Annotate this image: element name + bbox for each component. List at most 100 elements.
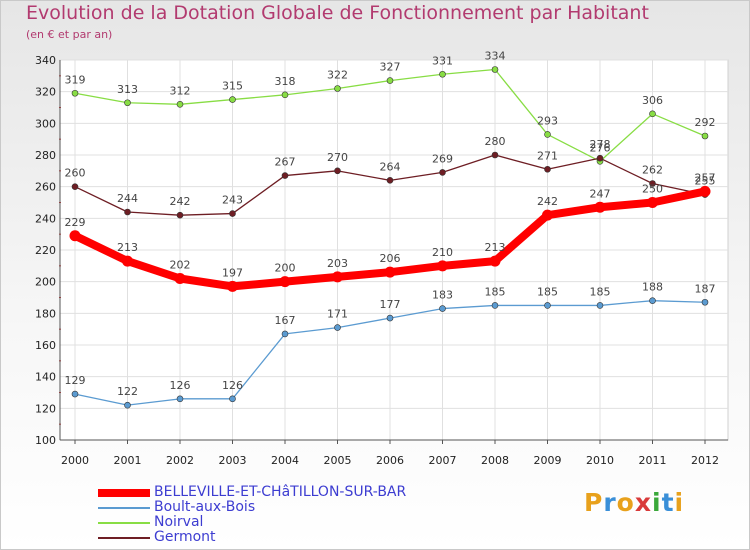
data-label: 255 [695,175,716,188]
legend-label: BELLEVILLE-ET-CHâTILLON-SUR-BAR [154,484,407,500]
logo-letter: r [603,488,617,517]
data-point [122,255,133,267]
data-label: 243 [222,194,243,207]
proxiti-logo: Proxiti [584,488,684,517]
y-tick-label: 200 [35,276,56,289]
data-point [699,185,711,197]
data-point [229,210,236,217]
data-point [596,302,604,309]
x-tick-label: 2000 [61,454,89,467]
data-point [227,280,238,292]
data-label: 244 [117,192,138,205]
data-point [439,169,446,176]
data-label: 185 [485,285,506,298]
data-point [176,395,184,403]
x-tick-label: 2012 [691,454,719,467]
x-tick-label: 2011 [639,454,667,467]
data-label: 197 [222,266,243,279]
data-label: 276 [590,141,611,154]
data-point [334,85,341,92]
data-point [491,66,499,73]
chart-title: Evolution de la Dotation Globale de Fonc… [26,2,649,24]
data-label: 167 [275,314,296,327]
y-tick-label: 100 [35,434,56,447]
y-tick-label: 140 [35,371,56,384]
data-point [332,271,343,283]
legend-swatch [98,537,150,539]
data-point [71,183,79,190]
data-point [649,110,656,118]
data-label: 129 [65,374,86,387]
data-point [649,297,656,304]
data-point [279,276,291,288]
data-point [439,305,446,312]
x-tick-label: 2008 [481,454,509,467]
data-label: 126 [222,379,243,392]
data-label: 177 [380,298,401,311]
data-point [701,298,709,306]
data-label: 313 [117,83,138,96]
data-point [229,96,236,103]
data-point [281,330,289,338]
y-tick-label: 240 [35,212,56,225]
data-point [334,324,341,331]
data-point [124,99,131,107]
data-point [649,180,656,187]
data-point [174,273,186,284]
logo-letter: t [661,488,675,517]
data-label: 185 [537,285,558,298]
data-point [71,89,79,97]
data-point [386,177,394,184]
data-label: 264 [380,160,401,173]
data-point [384,266,396,278]
data-label: 187 [695,282,716,295]
data-point [594,201,606,213]
y-tick-label: 280 [35,149,56,162]
x-tick-label: 2002 [166,454,194,467]
data-point [489,255,501,267]
data-label: 242 [537,195,558,208]
data-label: 319 [65,73,86,86]
logo-letter: i [652,488,662,517]
data-label: 315 [222,80,243,93]
data-point [386,314,394,322]
data-point [544,131,551,138]
x-tick-label: 2001 [114,454,142,467]
legend-label: Boult-aux-Bois [154,499,256,515]
data-label: 331 [432,54,453,67]
data-label: 293 [537,114,558,127]
data-label: 334 [485,50,506,63]
data-point [334,167,341,175]
y-tick-label: 340 [35,54,56,67]
x-tick-label: 2007 [429,454,457,467]
data-point [439,70,446,78]
data-label: 202 [170,259,191,272]
legend-label: Noirval [154,514,204,530]
data-label: 171 [327,308,348,321]
data-label: 271 [537,149,558,162]
legend-swatch [98,489,150,497]
data-label: 210 [432,246,453,259]
data-label: 270 [327,151,348,164]
data-point [437,260,448,272]
data-point [596,154,604,162]
y-tick-label: 260 [35,181,56,194]
data-label: 269 [432,152,453,165]
data-label: 200 [275,262,296,275]
data-label: 213 [485,241,506,254]
data-point [281,91,289,99]
x-tick-label: 2009 [534,454,562,467]
data-label: 312 [170,84,191,97]
x-tick-label: 2005 [324,454,352,467]
data-label: 306 [642,94,663,107]
data-label: 322 [327,69,348,82]
logo-letter: x [634,488,652,517]
data-point [124,401,131,409]
data-point [176,101,184,108]
data-label: 122 [117,385,138,398]
y-tick-label: 120 [35,402,56,415]
y-tick-label: 220 [35,244,56,257]
data-point [491,302,499,309]
x-tick-label: 2010 [586,454,614,467]
